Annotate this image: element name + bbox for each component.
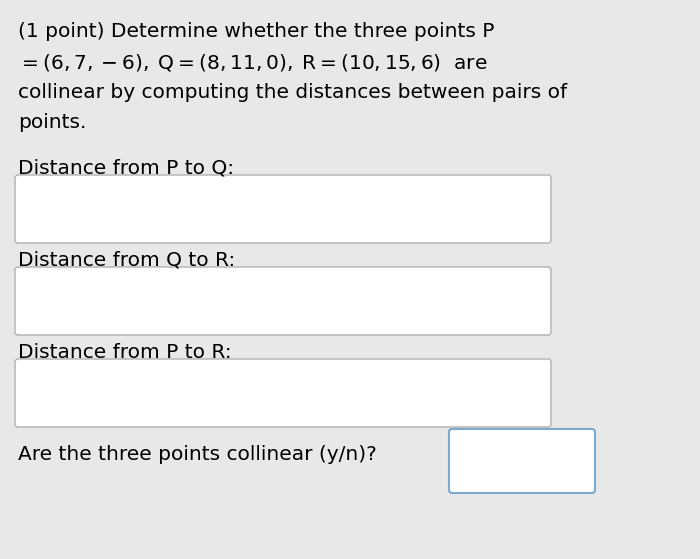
Text: Distance from Q to R:: Distance from Q to R:: [18, 251, 235, 270]
FancyBboxPatch shape: [15, 267, 551, 335]
Text: collinear by computing the distances between pairs of: collinear by computing the distances bet…: [18, 83, 567, 102]
FancyBboxPatch shape: [15, 175, 551, 243]
Text: points.: points.: [18, 113, 86, 132]
Text: Are the three points collinear (y/n)?: Are the three points collinear (y/n)?: [18, 445, 377, 464]
Text: $= (6, 7, -6),\;\mathrm{Q} = (8, 11, 0),\;\mathrm{R} = (10, 15, 6)$  are: $= (6, 7, -6),\;\mathrm{Q} = (8, 11, 0),…: [18, 52, 488, 73]
FancyBboxPatch shape: [449, 429, 595, 493]
Text: Distance from P to Q:: Distance from P to Q:: [18, 158, 234, 177]
FancyBboxPatch shape: [15, 359, 551, 427]
Text: (1 point) Determine whether the three points P: (1 point) Determine whether the three po…: [18, 22, 494, 41]
Text: Distance from P to R:: Distance from P to R:: [18, 343, 232, 362]
